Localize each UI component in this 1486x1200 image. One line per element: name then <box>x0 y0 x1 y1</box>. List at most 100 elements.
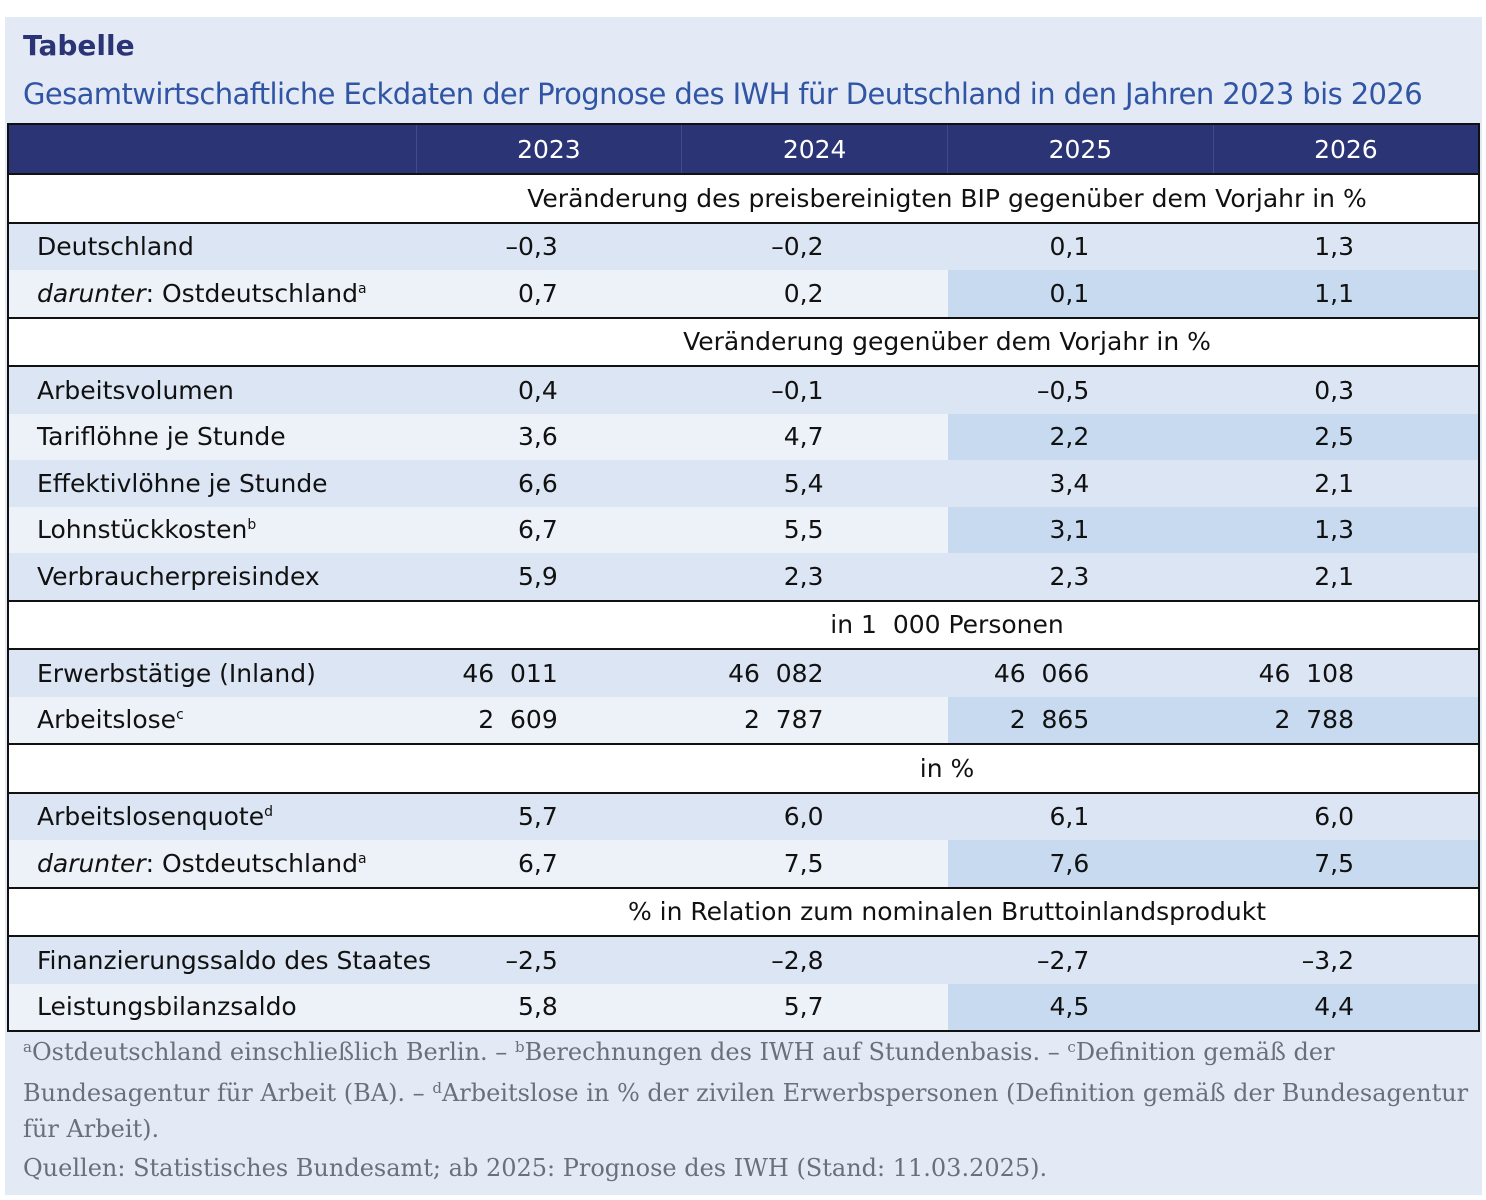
note-mark: b <box>247 517 257 534</box>
value-cell: 1,3 <box>1213 506 1479 553</box>
label-text: Effektivlöhne je Stunde <box>37 468 328 498</box>
data-row: Verbraucherpreisindex 5,9 2,3 2,3 2,1 <box>8 553 1479 601</box>
label-text: Lohnstückkosten <box>37 515 248 545</box>
value-cell: 7,5 <box>1213 840 1479 888</box>
value-cell: 3,1 <box>947 506 1214 553</box>
value-cell: –2,5 <box>416 936 682 984</box>
value-cell: 2,2 <box>947 413 1214 460</box>
empty-cell <box>8 599 416 650</box>
label: Tabelle <box>23 29 135 62</box>
row-label: Erwerbstätige (Inland) <box>8 649 416 697</box>
label-italic: darunter <box>37 278 146 308</box>
row-label: Leistungsbilanzsaldo <box>8 983 416 1031</box>
label-text: Arbeitslose <box>37 705 177 735</box>
value-cell: 7,6 <box>947 840 1214 888</box>
source: Quellen: Statistisches Bundesamt; ab 202… <box>23 1154 1048 1182</box>
value-cell: 1,3 <box>1213 222 1479 270</box>
section-heading: Veränderung des preisbereinigten BIP geg… <box>416 173 1479 224</box>
label-text: Arbeitsvolumen <box>37 375 234 405</box>
section-row: in 1 000 Personen <box>8 599 1479 650</box>
section-row: Veränderung gegenüber dem Vorjahr in % <box>8 316 1479 367</box>
value-cell: –0,1 <box>681 366 948 414</box>
value-cell: –2,8 <box>681 936 948 984</box>
value-cell: 0,1 <box>947 222 1214 270</box>
row-label: Arbeitslosenquoted <box>8 792 416 840</box>
value-cell: 0,2 <box>681 270 948 318</box>
label-text: Erwerbstätige (Inland) <box>37 658 316 688</box>
value-cell: –0,5 <box>947 366 1214 414</box>
footnote-mark: a <box>23 1038 32 1056</box>
data-row: Deutschland –0,3 –0,2 0,1 1,3 <box>8 222 1479 270</box>
value-cell: 6,0 <box>681 792 948 840</box>
row-label: Deutschland <box>8 222 416 270</box>
value-cell: 6,7 <box>416 840 682 888</box>
value-cell: 6,1 <box>947 792 1214 840</box>
label-text: Deutschland <box>37 232 194 262</box>
value-cell: 46 011 <box>416 649 682 697</box>
empty-cell <box>8 316 416 367</box>
row-label: Verbraucherpreisindex <box>8 553 416 601</box>
row-label: Arbeitsvolumen <box>8 366 416 414</box>
column-header: 2024 <box>681 124 948 174</box>
data-row: Arbeitslosec 2 609 2 787 2 865 2 788 <box>8 696 1479 744</box>
empty-cell <box>8 173 416 224</box>
note-mark: a <box>358 850 367 867</box>
footnote-text: Ostdeutschland einschließlich Berlin. – <box>31 1038 508 1066</box>
note-mark: c <box>176 707 184 724</box>
value-cell: 5,4 <box>681 460 948 507</box>
value-cell: 0,1 <box>947 270 1214 318</box>
note-mark: a <box>358 280 367 297</box>
value-cell: –0,3 <box>416 222 682 270</box>
table: 2023 2024 2025 2026 Veränderung des preisber… <box>7 123 1480 1032</box>
footnote-text: Arbeitslose in % der zivilen Erwerbspers… <box>23 1079 1469 1143</box>
value-cell: 7,5 <box>681 840 948 888</box>
value-cell: 0,4 <box>416 366 682 414</box>
data-row: darunter: Ostdeutschlanda 6,7 7,5 7,6 7,5 <box>8 840 1479 888</box>
section-row: % in Relation zum nominalen Bruttoinland… <box>8 886 1479 937</box>
section-heading: in 1 000 Personen <box>416 599 1479 650</box>
value-cell: 3,6 <box>416 413 682 460</box>
value-cell: 5,8 <box>416 983 682 1031</box>
value-cell: –0,2 <box>681 222 948 270</box>
header-cell <box>7 124 416 174</box>
value-cell: –3,2 <box>1213 936 1479 984</box>
data-row: Arbeitslosenquoted 5,7 6,0 6,1 6,0 <box>8 792 1479 840</box>
label-text: Leistungsbilanzsaldo <box>37 992 297 1022</box>
footnote-mark: c <box>1067 1038 1076 1056</box>
data-row: Leistungsbilanzsaldo 5,8 5,7 4,5 4,4 <box>8 983 1479 1031</box>
row-label: Arbeitslosec <box>8 696 416 744</box>
label-italic: darunter <box>37 848 146 878</box>
value-cell: 2 609 <box>416 696 682 744</box>
value-cell: 5,5 <box>681 506 948 553</box>
value-cell: 2,1 <box>1213 460 1479 507</box>
value-cell: 0,3 <box>1213 366 1479 414</box>
value-cell: 6,0 <box>1213 792 1479 840</box>
label-text: : Ostdeutschland <box>145 848 358 878</box>
data-row: Lohnstückkostenb 6,7 5,5 3,1 1,3 <box>8 506 1479 553</box>
value-cell: 4,4 <box>1213 983 1479 1031</box>
data-row: Finanzierungssaldo des Staates –2,5 –2,8 –2… <box>8 936 1479 984</box>
value-cell: 5,9 <box>416 553 682 601</box>
row-label: Lohnstückkostenb <box>8 506 416 553</box>
value-cell: 2,5 <box>1213 413 1479 460</box>
label-text: Finanzierungssaldo des Staates <box>37 945 431 975</box>
section-heading: Veränderung gegenüber dem Vorjahr in % <box>416 316 1479 367</box>
column-header: 2025 <box>947 124 1214 174</box>
note-mark: d <box>264 804 273 821</box>
section-heading: in % <box>416 743 1479 794</box>
value-cell: 46 082 <box>681 649 948 697</box>
value-cell: 6,7 <box>416 506 682 553</box>
row-label: darunter: Ostdeutschlanda <box>8 270 416 318</box>
value-cell: 2 865 <box>947 696 1214 744</box>
empty-cell <box>8 743 416 794</box>
section-row: Veränderung des preisbereinigten BIP geg… <box>8 173 1479 224</box>
row-label: Effektivlöhne je Stunde <box>8 460 416 507</box>
label-text: Arbeitslosenquote <box>37 802 265 832</box>
label-text: : Ostdeutschland <box>145 278 358 308</box>
value-cell: 2,3 <box>681 553 948 601</box>
value-cell: 3,4 <box>947 460 1214 507</box>
data-row: Effektivlöhne je Stunde 6,6 5,4 3,4 2,1 <box>8 460 1479 507</box>
data-row: Tariflöhne je Stunde 3,6 4,7 2,2 2,5 <box>8 413 1479 460</box>
header-row: 2023 2024 2025 2026 <box>7 124 1479 174</box>
section-row: in % <box>8 743 1479 794</box>
